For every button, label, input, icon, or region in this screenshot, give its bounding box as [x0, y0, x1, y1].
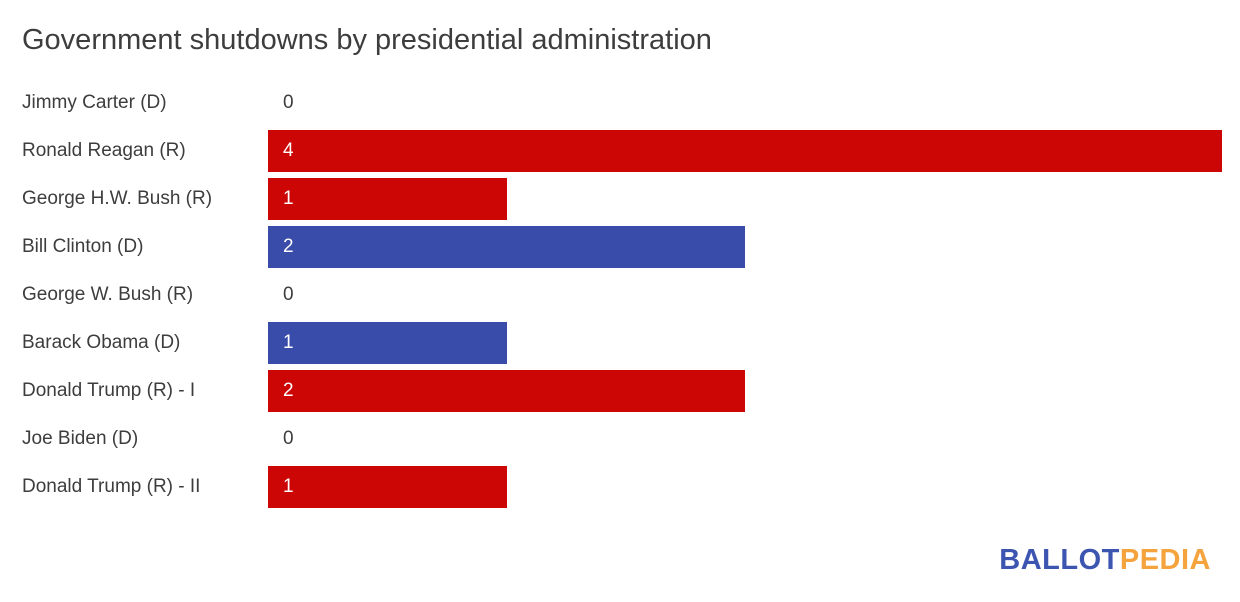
- bar-d: 2: [268, 226, 745, 268]
- category-label: George W. Bush (R): [22, 284, 194, 305]
- bar-area: 1: [268, 322, 1222, 364]
- category-label: George H.W. Bush (R): [22, 188, 213, 209]
- bar-value-label: 1: [283, 332, 294, 353]
- chart-rows: Jimmy Carter (D) 0 Ronald Reagan (R) 4 Georg…: [0, 79, 1240, 511]
- chart-row: Jimmy Carter (D) 0: [0, 79, 1240, 127]
- bar-d: 1: [268, 322, 507, 364]
- zero-value-label: 0: [283, 284, 294, 305]
- chart-row: George H.W. Bush (R) 1: [0, 175, 1240, 223]
- bar-area: 1: [268, 466, 1222, 508]
- chart-row: Ronald Reagan (R) 4: [0, 127, 1240, 175]
- bar-value-label: 1: [283, 476, 294, 497]
- bar-area: 1: [268, 178, 1222, 220]
- bar-area: 4: [268, 130, 1222, 172]
- bar-value-label: 2: [283, 380, 294, 401]
- logo-text-ballot: BALLOT: [999, 544, 1120, 576]
- chart-row: Barack Obama (D) 1: [0, 319, 1240, 367]
- category-label: Jimmy Carter (D): [22, 92, 167, 113]
- category-label: Donald Trump (R) - II: [22, 476, 201, 497]
- bar-area: 0: [268, 82, 1222, 124]
- bar-value-label: 4: [283, 140, 294, 161]
- zero-value-label: 0: [283, 92, 294, 113]
- category-label: Barack Obama (D): [22, 332, 181, 353]
- chart-row: Bill Clinton (D) 2: [0, 223, 1240, 271]
- bar-value-label: 2: [283, 236, 294, 257]
- logo-text-pedia: PEDIA: [1119, 544, 1211, 576]
- bar-r: 1: [268, 466, 507, 508]
- bar-r: 2: [268, 370, 745, 412]
- chart-title: Government shutdowns by presidential adm…: [22, 24, 712, 56]
- bar-area: 2: [268, 370, 1222, 412]
- chart-row: George W. Bush (R) 0: [0, 271, 1240, 319]
- ballotpedia-logo: BALLOTPEDIA: [999, 544, 1211, 577]
- bar-area: 0: [268, 274, 1222, 316]
- bar-area: 2: [268, 226, 1222, 268]
- zero-value-label: 0: [283, 428, 294, 449]
- bar-area: 0: [268, 418, 1222, 460]
- bar-value-label: 1: [283, 188, 294, 209]
- category-label: Donald Trump (R) - I: [22, 380, 196, 401]
- bar-r: 4: [268, 130, 1222, 172]
- chart-row: Donald Trump (R) - I 2: [0, 367, 1240, 415]
- category-label: Joe Biden (D): [22, 428, 139, 449]
- chart-row: Donald Trump (R) - II 1: [0, 463, 1240, 511]
- chart-row: Joe Biden (D) 0: [0, 415, 1240, 463]
- bar-r: 1: [268, 178, 507, 220]
- category-label: Ronald Reagan (R): [22, 140, 186, 161]
- category-label: Bill Clinton (D): [22, 236, 144, 257]
